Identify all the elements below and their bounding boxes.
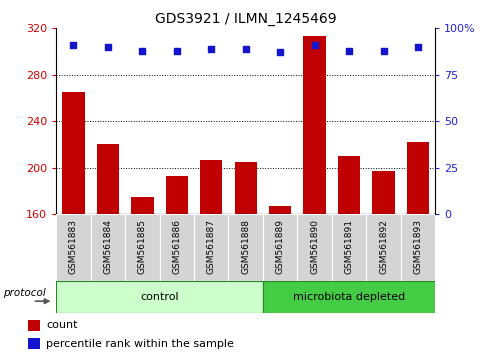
Text: GSM561885: GSM561885 bbox=[138, 219, 146, 274]
Point bbox=[345, 48, 352, 53]
Bar bbox=[28, 320, 40, 331]
Bar bbox=[125, 214, 159, 281]
Point bbox=[379, 48, 386, 53]
Bar bbox=[165, 176, 187, 214]
Bar bbox=[90, 214, 125, 281]
Bar bbox=[131, 197, 153, 214]
Bar bbox=[62, 92, 84, 214]
Text: control: control bbox=[140, 292, 179, 302]
Point bbox=[138, 48, 146, 53]
Text: percentile rank within the sample: percentile rank within the sample bbox=[46, 339, 234, 349]
Text: GSM561883: GSM561883 bbox=[69, 219, 78, 274]
Bar bbox=[268, 206, 291, 214]
Text: GSM561889: GSM561889 bbox=[275, 219, 284, 274]
Point bbox=[207, 46, 215, 52]
Title: GDS3921 / ILMN_1245469: GDS3921 / ILMN_1245469 bbox=[155, 12, 336, 26]
Text: count: count bbox=[46, 320, 78, 330]
Text: GSM561886: GSM561886 bbox=[172, 219, 181, 274]
Point bbox=[104, 44, 112, 50]
Point bbox=[242, 46, 249, 52]
Text: microbiota depleted: microbiota depleted bbox=[292, 292, 405, 302]
Bar bbox=[28, 338, 40, 349]
Text: GSM561893: GSM561893 bbox=[413, 219, 422, 274]
Bar bbox=[97, 144, 119, 214]
Text: GSM561884: GSM561884 bbox=[103, 219, 112, 274]
Point bbox=[276, 50, 284, 55]
Bar bbox=[400, 214, 434, 281]
Bar bbox=[371, 171, 394, 214]
Bar bbox=[200, 160, 222, 214]
Bar bbox=[337, 156, 360, 214]
Bar bbox=[56, 214, 90, 281]
Text: GSM561891: GSM561891 bbox=[344, 219, 353, 274]
Bar bbox=[159, 214, 194, 281]
Bar bbox=[228, 214, 263, 281]
Bar bbox=[263, 281, 434, 313]
Point bbox=[413, 44, 421, 50]
Text: GSM561890: GSM561890 bbox=[309, 219, 319, 274]
Bar bbox=[263, 214, 297, 281]
Bar bbox=[297, 214, 331, 281]
Point bbox=[173, 48, 181, 53]
Bar bbox=[366, 214, 400, 281]
Text: protocol: protocol bbox=[3, 287, 45, 298]
Text: GSM561892: GSM561892 bbox=[378, 219, 387, 274]
Bar bbox=[406, 142, 428, 214]
Point bbox=[310, 42, 318, 48]
Text: GSM561887: GSM561887 bbox=[206, 219, 215, 274]
Bar bbox=[303, 36, 325, 214]
Text: GSM561888: GSM561888 bbox=[241, 219, 250, 274]
Point bbox=[69, 42, 77, 48]
Bar bbox=[331, 214, 366, 281]
Bar bbox=[194, 214, 228, 281]
Bar bbox=[234, 162, 256, 214]
Bar bbox=[56, 281, 263, 313]
